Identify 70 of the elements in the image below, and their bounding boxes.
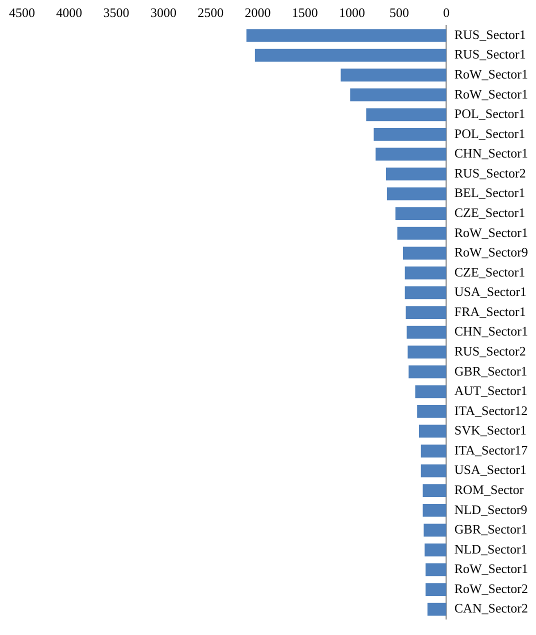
y-tick-label: RUS_Sector1	[454, 26, 526, 42]
y-tick-label: ROM_Sector	[454, 482, 524, 498]
bar	[406, 326, 446, 339]
bar	[424, 524, 446, 537]
bar	[424, 544, 446, 556]
bar	[395, 207, 446, 220]
y-tick-label: GBR_Sector1	[454, 522, 528, 537]
y-tick-label: BEL_Sector1	[454, 185, 526, 200]
bar	[408, 346, 446, 359]
bar	[386, 187, 446, 200]
bar	[376, 148, 446, 161]
y-tick-label: AUT_Sector1	[454, 383, 528, 398]
y-tick-label: CZE_Sector1	[454, 264, 526, 280]
y-tick-label: NLD_Sector9	[454, 502, 528, 517]
y-tick-label: CZE_Sector1	[454, 204, 526, 220]
y-tick-label: CHN_Sector1	[454, 146, 528, 161]
bar	[426, 583, 446, 596]
y-tick-label: RoW_Sector1	[454, 86, 528, 102]
bar	[426, 563, 446, 576]
y-tick-label: USA_Sector1	[454, 462, 527, 478]
y-tick-label: POL_Sector1	[454, 106, 526, 122]
y-tick-label: RUS_Sector2	[454, 165, 526, 180]
bar	[404, 266, 446, 280]
x-tick-label: 0	[443, 5, 450, 20]
bar	[406, 306, 446, 319]
y-tick-label: RUS_Sector1	[454, 46, 526, 62]
x-tick-label: 1000	[339, 5, 366, 20]
bar	[420, 464, 446, 478]
y-tick-label: CAN_Sector2	[454, 600, 528, 616]
x-tick-label: 4000	[56, 5, 82, 20]
y-tick-label: ITA_Sector12	[454, 402, 528, 418]
bar	[422, 504, 446, 517]
y-tick-label: USA_Sector1	[454, 284, 527, 300]
y-tick-label: RoW_Sector1	[454, 224, 528, 240]
x-tick-label: 2000	[244, 5, 271, 20]
bar	[418, 424, 446, 438]
y-tick-label: FRA_Sector1	[454, 304, 526, 319]
x-tick-label: 2500	[198, 5, 224, 20]
bar	[374, 128, 446, 141]
y-tick-label: POL_Sector1	[454, 126, 526, 141]
x-tick-label: 3500	[103, 5, 130, 20]
bar	[422, 484, 446, 498]
y-tick-label: RoW_Sector9	[454, 244, 528, 260]
y-tick-label: CHN_Sector1	[454, 324, 528, 339]
bar	[366, 108, 446, 122]
bar	[415, 385, 446, 398]
y-tick-label: RoW_Sector2	[454, 580, 528, 596]
x-tick-label: 1500	[292, 5, 318, 20]
y-tick-label: GBR_Sector1	[454, 363, 528, 378]
bar	[427, 602, 446, 616]
y-tick-label: NLD_Sector1	[454, 541, 528, 556]
x-tick-label: 4500	[9, 5, 35, 20]
bar	[420, 444, 446, 458]
bar	[417, 405, 446, 418]
x-tick-label: 500	[389, 5, 409, 20]
bar	[402, 246, 446, 260]
x-tick-label: 3000	[150, 5, 176, 20]
bar	[350, 88, 446, 102]
bar	[408, 365, 446, 378]
bar	[340, 68, 446, 82]
bar	[397, 226, 446, 240]
y-tick-label: ITA_Sector17	[454, 442, 528, 458]
y-tick-label: RUS_Sector2	[454, 344, 526, 358]
y-tick-label: RoW_Sector1	[454, 561, 528, 576]
bar	[404, 286, 446, 300]
bar	[246, 29, 446, 42]
bar	[386, 168, 446, 180]
y-tick-label: RoW_Sector1	[454, 66, 528, 82]
bar	[254, 48, 446, 62]
y-tick-label: SVK_Sector1	[454, 422, 527, 438]
